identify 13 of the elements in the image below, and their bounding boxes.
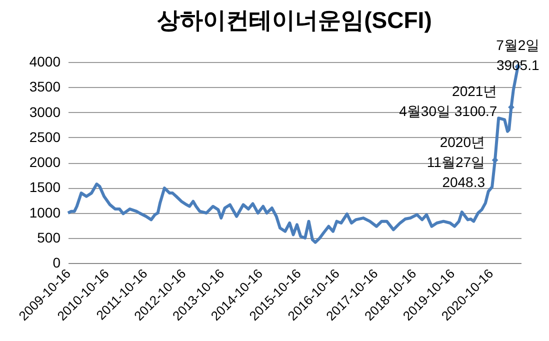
y-tick-label: 3000: [29, 104, 61, 120]
chart-title: 상하이컨테이너운임(SCFI): [157, 6, 432, 33]
y-tick-label: 1500: [29, 179, 61, 196]
y-tick-label: 3500: [29, 78, 61, 95]
annotation: 2020년 11월27일 2048.3: [426, 134, 486, 190]
annotation: 2021년 4월30일 3100.7: [399, 83, 498, 120]
y-tick-label: 500: [37, 229, 61, 246]
annotation: 7월2일 3905.1: [496, 36, 540, 73]
y-tick-label: 0: [52, 254, 61, 270]
y-tick-label: 4000: [29, 54, 61, 70]
y-tick-label: 2500: [29, 128, 61, 145]
y-tick-label: 2000: [29, 154, 61, 170]
y-tick-label: 1000: [29, 204, 61, 220]
